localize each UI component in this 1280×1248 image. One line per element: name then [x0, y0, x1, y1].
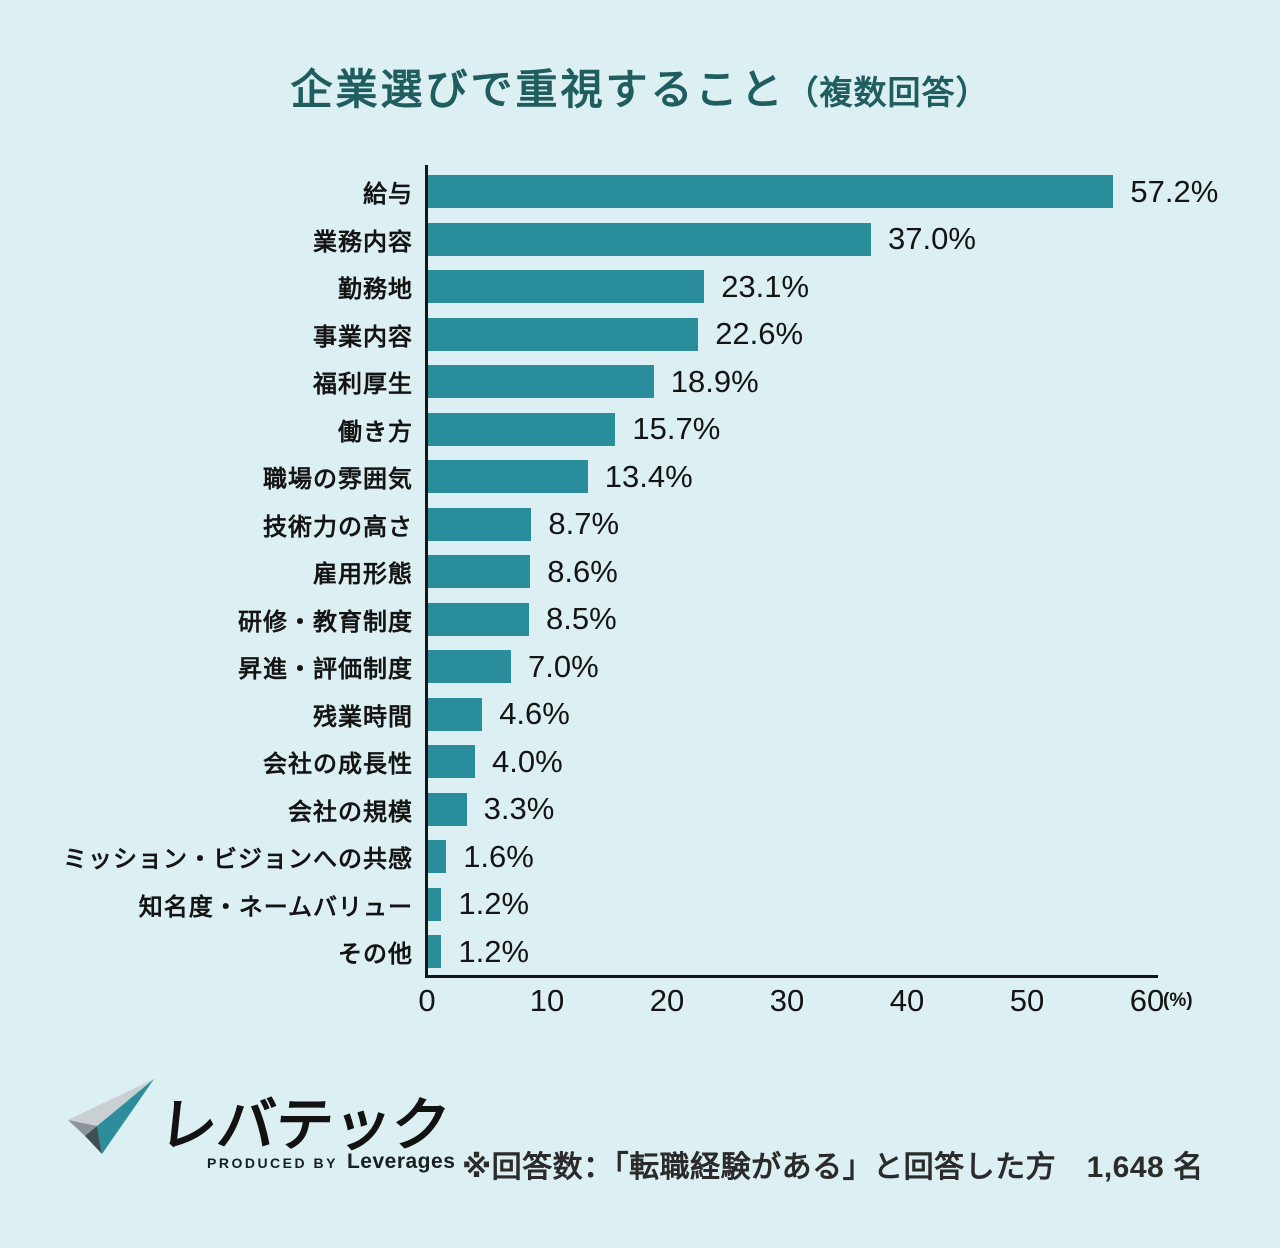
chart-row: 残業時間 4.6% — [0, 691, 1280, 739]
value-label: 15.7% — [632, 411, 721, 447]
value-label: 1.6% — [463, 838, 534, 874]
value-label: 3.3% — [483, 791, 555, 827]
value-label: 1.2% — [458, 886, 530, 922]
chart-row: 福利厚生 18.9% — [0, 358, 1280, 406]
x-tick-label: 10 — [529, 983, 565, 1018]
bar — [427, 412, 616, 446]
chart-rows: 給与 57.2% 業務内容 37.0% 勤務地 23.1% 事業内容 22.6% 福利厚生 18.… — [0, 168, 1280, 976]
chart-row: 働き方 15.7% — [0, 406, 1280, 454]
bar — [427, 745, 475, 779]
chart-row: 会社の規模 3.3% — [0, 786, 1280, 834]
value-label: 8.5% — [546, 601, 617, 637]
value-label: 37.0% — [888, 221, 976, 257]
chart-row: 業務内容 37.0% — [0, 216, 1280, 264]
value-label: 4.6% — [499, 696, 570, 732]
chart-row: 給与 57.2% — [0, 168, 1280, 216]
value-label: 4.0% — [492, 743, 563, 779]
value-label: 8.7% — [548, 506, 620, 542]
byline-prefix: PRODUCED BY — [207, 1155, 338, 1171]
bar — [427, 460, 588, 494]
chart-row: 職場の雰囲気 13.4% — [0, 453, 1280, 501]
category-label: 福利厚生 — [313, 371, 413, 399]
chart-row: 会社の成長性 4.0% — [0, 738, 1280, 786]
levtech-logo-byline: PRODUCED BY Leverages — [207, 1150, 455, 1174]
category-label: 給与 — [363, 181, 413, 209]
value-label: 8.6% — [547, 553, 618, 589]
x-axis-unit-label: (%) — [1163, 990, 1193, 1011]
category-label: 昇進・評価制度 — [238, 656, 413, 684]
x-tick-label: 40 — [889, 983, 925, 1018]
chart-row: 事業内容 22.6% — [0, 311, 1280, 359]
category-label: 業務内容 — [313, 228, 413, 256]
value-label: 7.0% — [528, 648, 599, 684]
category-label: その他 — [338, 941, 413, 969]
x-tick-label: 30 — [769, 983, 805, 1018]
x-axis-line — [425, 975, 1158, 978]
category-label: 働き方 — [338, 418, 413, 446]
x-tick-label: 60 — [1129, 983, 1165, 1018]
x-tick-label: 20 — [649, 983, 685, 1018]
category-label: ミッション・ビジョンへの共感 — [63, 846, 413, 874]
chart-row: 技術力の高さ 8.7% — [0, 501, 1280, 549]
bar — [427, 935, 442, 969]
levtech-logo-icon — [68, 1079, 154, 1154]
chart-row: その他 1.2% — [0, 928, 1280, 976]
bar — [427, 222, 871, 256]
category-label: 会社の成長性 — [263, 751, 413, 779]
bar — [427, 602, 529, 636]
category-label: 残業時間 — [313, 703, 413, 731]
value-label: 22.6% — [715, 316, 804, 352]
x-tick-label: 50 — [1009, 983, 1045, 1018]
category-label: 知名度・ネームバリュー — [138, 893, 413, 921]
bar — [427, 270, 705, 304]
value-label: 57.2% — [1130, 173, 1219, 209]
bar — [427, 697, 483, 731]
bar — [427, 365, 654, 399]
chart-row: ミッション・ビジョンへの共感 1.6% — [0, 833, 1280, 881]
value-label: 18.9% — [670, 363, 759, 399]
chart-row: 雇用形態 8.6% — [0, 548, 1280, 596]
bar-chart: 給与 57.2% 業務内容 37.0% 勤務地 23.1% 事業内容 22.6% 福利厚生 18.… — [0, 165, 1280, 1018]
chart-row: 研修・教育制度 8.5% — [0, 596, 1280, 644]
bar — [427, 887, 442, 921]
value-label: 23.1% — [721, 268, 810, 304]
value-label: 13.4% — [604, 458, 693, 494]
bar — [427, 507, 532, 541]
category-label: 勤務地 — [338, 276, 413, 304]
category-label: 研修・教育制度 — [238, 608, 413, 636]
chart-row: 勤務地 23.1% — [0, 263, 1280, 311]
category-label: 職場の雰囲気 — [263, 466, 413, 494]
x-tick-label: 0 — [418, 983, 436, 1018]
survey-sample-note: ※回答数：「転職経験がある」と回答した方 1,648 名 — [462, 1151, 1204, 1184]
page-title-suffix: （複数回答） — [785, 74, 990, 111]
value-label: 1.2% — [458, 933, 530, 969]
category-label: 雇用形態 — [313, 561, 413, 589]
chart-row: 知名度・ネームバリュー 1.2% — [0, 881, 1280, 929]
bar — [427, 317, 699, 351]
bar — [427, 175, 1114, 209]
y-axis-line — [425, 165, 428, 978]
page-title-main: 企業選びで重視すること — [290, 66, 786, 113]
bar — [427, 650, 511, 684]
chart-row: 昇進・評価制度 7.0% — [0, 643, 1280, 691]
page-title: 企業選びで重視すること（複数回答） — [0, 56, 1280, 117]
bar — [427, 840, 447, 874]
bar — [427, 792, 467, 826]
category-label: 事業内容 — [313, 323, 413, 351]
category-label: 技術力の高さ — [263, 513, 413, 541]
category-label: 会社の規模 — [288, 798, 413, 826]
bar — [427, 555, 531, 589]
byline-company: Leverages — [346, 1150, 456, 1173]
